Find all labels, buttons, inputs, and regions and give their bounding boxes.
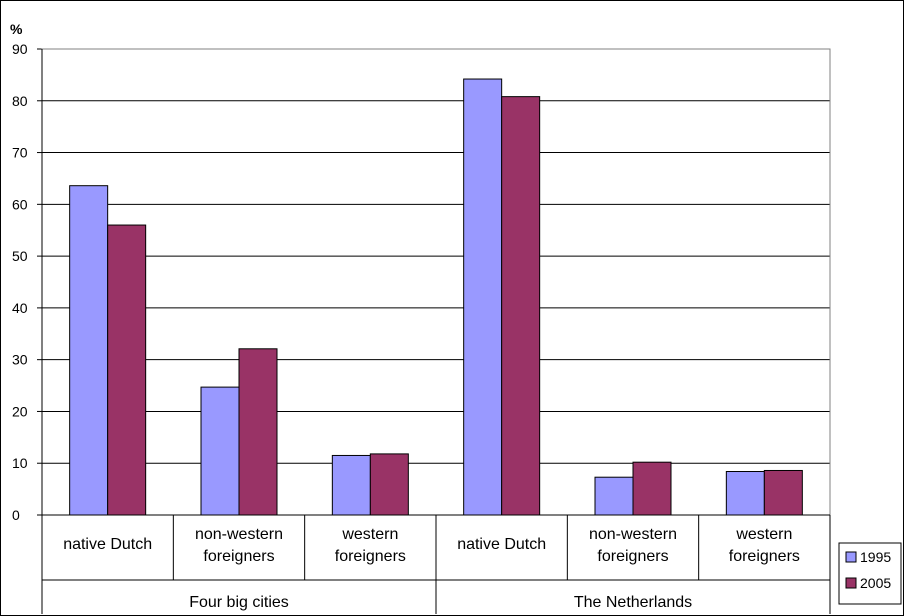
x-category-label: native Dutch xyxy=(457,536,546,553)
y-tick-label: 70 xyxy=(12,145,28,161)
bar-1995-1 xyxy=(200,386,240,516)
x-category-label: non-western xyxy=(195,526,283,543)
y-tick-label: 30 xyxy=(12,352,28,368)
y-tick-label: 50 xyxy=(12,248,28,264)
bar-1995-5 xyxy=(725,471,765,516)
bar-2005-2 xyxy=(369,453,409,516)
x-category-label: foreigners xyxy=(729,548,800,565)
bar-1995-4 xyxy=(594,476,634,516)
x-category-label: foreigners xyxy=(203,548,274,565)
x-group-label: Four big cities xyxy=(189,594,289,611)
legend-swatch-1995 xyxy=(845,551,857,563)
bars xyxy=(69,78,803,516)
x-category-label: western xyxy=(341,526,398,543)
y-tick-labels: 0 10 20 30 40 50 60 70 80 90 xyxy=(12,41,28,523)
bar-1995-0 xyxy=(69,185,109,516)
bar-2005-1 xyxy=(238,348,278,516)
bar-1995-2 xyxy=(331,454,371,516)
gridlines xyxy=(37,48,830,516)
bar-2005-3 xyxy=(501,96,541,516)
x-category-label: western xyxy=(735,526,792,543)
y-tick-label: 90 xyxy=(12,41,28,57)
legend-label-2005: 2005 xyxy=(860,575,891,591)
bar-1995-3 xyxy=(463,78,503,516)
x-category-label: native Dutch xyxy=(63,536,152,553)
x-category-label: foreigners xyxy=(597,548,668,565)
bar-2005-4 xyxy=(632,461,672,516)
legend-swatch-2005 xyxy=(845,577,857,589)
y-tick-label: 0 xyxy=(12,507,20,523)
legend: 1995 2005 xyxy=(838,542,902,605)
legend-label-1995: 1995 xyxy=(860,549,891,565)
y-tick-label: 60 xyxy=(12,196,28,212)
y-tick-label: 40 xyxy=(12,300,28,316)
y-tick-label: 10 xyxy=(12,455,28,471)
x-group-label: The Netherlands xyxy=(574,594,692,611)
x-category-label: foreigners xyxy=(335,548,406,565)
y-tick-label: 20 xyxy=(12,403,28,419)
plot-area xyxy=(42,49,830,515)
axes xyxy=(41,48,831,614)
x-category-labels: native Dutch non-western foreigners western… xyxy=(63,526,800,611)
x-category-label: non-western xyxy=(589,526,677,543)
bar-2005-0 xyxy=(107,224,147,516)
y-tick-label: 80 xyxy=(12,93,28,109)
y-unit-label: % xyxy=(10,21,23,37)
bar-2005-5 xyxy=(763,469,803,516)
